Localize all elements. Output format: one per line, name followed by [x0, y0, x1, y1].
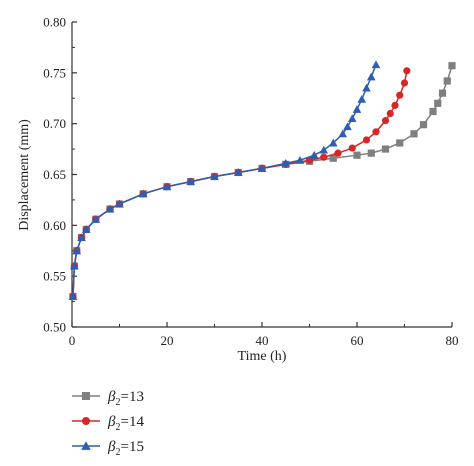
data-point — [81, 225, 91, 233]
y-tick-label: 0.80 — [43, 15, 66, 30]
series-line — [72, 65, 453, 297]
x-tick-label: 40 — [256, 333, 269, 348]
data-point — [429, 107, 437, 116]
legend-value: =15 — [120, 439, 143, 455]
x-ticks: 0 20 40 60 80 — [69, 322, 459, 348]
data-point — [319, 145, 329, 154]
y-tick-label: 0.60 — [43, 218, 66, 233]
data-point — [186, 177, 196, 186]
data-point — [362, 136, 371, 144]
data-point — [91, 214, 101, 223]
data-point — [162, 182, 172, 191]
data-point — [381, 145, 390, 153]
legend-subscript: 2 — [115, 422, 120, 433]
data-point — [386, 109, 394, 118]
series-line — [72, 70, 408, 297]
plot-area: 0 20 40 60 80 0.50 0.55 0.60 0.65 0.70 0.75 0.80 — [43, 15, 458, 349]
data-point — [403, 67, 411, 75]
x-axis-label: Time (h) — [238, 349, 287, 364]
data-point — [329, 154, 337, 162]
series-2 — [68, 60, 381, 300]
x-tick-label: 0 — [69, 333, 76, 348]
y-tick-label: 0.65 — [43, 167, 66, 182]
data-point — [362, 83, 371, 92]
data-point — [400, 79, 409, 87]
data-point — [347, 114, 357, 123]
legend-item: β2=13 — [72, 389, 144, 408]
y-tick-label: 0.50 — [43, 320, 66, 335]
data-point — [320, 153, 328, 161]
data-point — [68, 292, 78, 300]
data-point — [367, 149, 375, 157]
legend-label: β2=15 — [107, 439, 144, 458]
data-point — [372, 128, 380, 136]
legend-symbol: β — [107, 439, 116, 455]
data-point — [281, 158, 291, 167]
data-point — [352, 105, 362, 113]
data-point — [138, 189, 148, 198]
data-point — [396, 139, 404, 147]
legend-symbol: β — [107, 414, 116, 430]
data-point — [309, 150, 319, 159]
data-point — [381, 117, 390, 125]
data-point — [396, 91, 404, 99]
series-line — [72, 64, 377, 297]
data-point — [366, 72, 376, 81]
data-point — [348, 144, 356, 152]
x-tick-label: 60 — [351, 333, 364, 348]
legend-value: =14 — [120, 414, 144, 430]
data-point — [70, 261, 79, 270]
data-point — [257, 164, 267, 172]
legend-item: β2=15 — [72, 439, 144, 458]
data-point — [410, 130, 418, 138]
legend-symbol: β — [107, 389, 116, 405]
data-point — [448, 62, 456, 70]
legend-value: =13 — [120, 389, 143, 405]
y-tick-label: 0.55 — [43, 269, 66, 284]
data-point — [328, 138, 338, 147]
data-point — [72, 246, 82, 255]
data-point — [443, 77, 451, 85]
data-point — [343, 122, 352, 131]
data-point — [295, 155, 305, 164]
data-point — [334, 149, 342, 157]
y-tick-label: 0.75 — [43, 65, 66, 80]
y-tick-label: 0.70 — [43, 116, 66, 131]
data-point — [434, 99, 442, 107]
data-point — [419, 121, 428, 129]
y-ticks: 0.50 0.55 0.60 0.65 0.70 0.75 0.80 — [43, 15, 77, 335]
data-point — [353, 151, 361, 159]
data-point — [105, 204, 115, 213]
legend-marker — [82, 417, 90, 425]
x-tick-label: 20 — [161, 333, 174, 348]
legend-subscript: 2 — [115, 397, 120, 408]
series-layer — [68, 60, 456, 301]
legend-subscript: 2 — [115, 447, 120, 458]
data-point — [357, 94, 367, 103]
data-point — [77, 233, 86, 241]
legend-marker — [82, 392, 90, 400]
data-point — [438, 89, 447, 97]
y-axis-label: Displacement (mm) — [17, 119, 32, 231]
data-point — [233, 168, 243, 176]
data-point — [391, 101, 399, 109]
data-point — [338, 129, 348, 138]
legend-marker — [81, 441, 91, 450]
x-tick-label: 80 — [446, 333, 459, 348]
legend-item: β2=14 — [72, 414, 144, 433]
data-point — [115, 199, 124, 208]
data-point — [371, 60, 381, 69]
legend-label: β2=13 — [107, 389, 144, 408]
legend-label: β2=14 — [107, 414, 144, 433]
data-point — [210, 172, 219, 180]
